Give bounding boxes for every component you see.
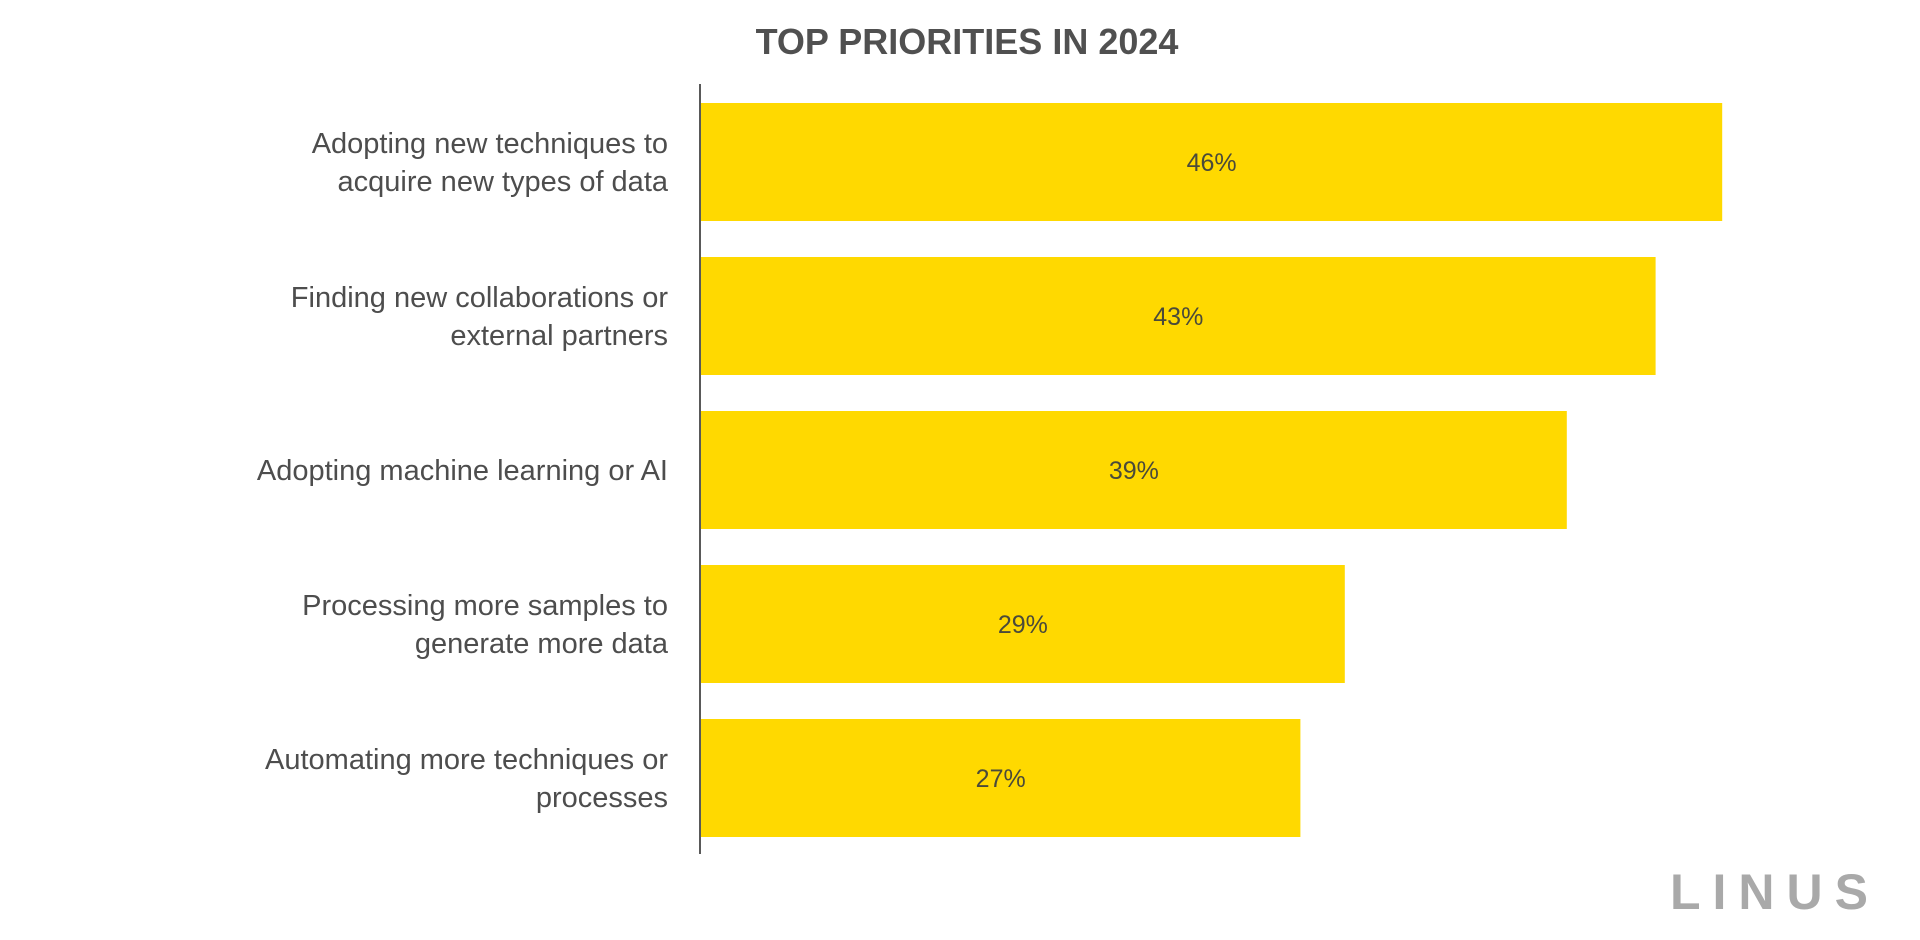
category-label-4-line-1: Processing more samples to [302, 590, 668, 622]
bar-value-label-4: 29% [998, 611, 1048, 639]
bar-value-label-1: 46% [1187, 149, 1237, 177]
category-label-4-line-2: generate more data [415, 628, 669, 660]
brand-logo: LINUS [1670, 864, 1880, 920]
bars-layer: 46% Adopting new techniques to acquire new… [257, 103, 1723, 837]
bar-value-label-3: 39% [1109, 457, 1159, 485]
bar-value-label-2: 43% [1153, 303, 1203, 331]
category-label-3-line-1: Adopting machine learning or AI [257, 455, 668, 487]
bar-2 [701, 257, 1656, 375]
category-label-5-line-2: processes [536, 782, 668, 814]
bar-1 [701, 103, 1723, 221]
category-label-1-line-2: acquire new types of data [338, 166, 669, 198]
bar-5 [701, 719, 1301, 837]
category-label-2-line-1: Finding new collaborations or [291, 282, 669, 314]
bar-4 [701, 565, 1345, 683]
bar-3 [701, 411, 1567, 529]
bar-value-label-5: 27% [976, 765, 1026, 793]
category-label-1-line-1: Adopting new techniques to [312, 128, 668, 160]
category-label-5-line-1: Automating more techniques or [265, 744, 668, 776]
category-label-2-line-2: external partners [450, 320, 668, 352]
chart-title: TOP PRIORITIES IN 2024 [756, 21, 1179, 62]
